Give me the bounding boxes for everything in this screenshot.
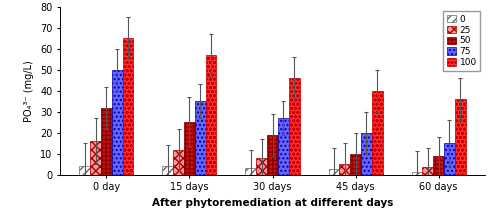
Bar — [278, 118, 288, 175]
Y-axis label: PO₄³⁻ (mg/L): PO₄³⁻ (mg/L) — [24, 60, 34, 122]
Bar — [256, 158, 267, 175]
Bar — [195, 101, 205, 175]
Bar — [288, 78, 300, 175]
Legend: 0, 25, 50, 75, 100: 0, 25, 50, 75, 100 — [444, 11, 480, 71]
Bar — [328, 170, 340, 175]
X-axis label: After phytoremediation at different days: After phytoremediation at different days — [152, 198, 393, 208]
Bar — [184, 122, 195, 175]
Bar — [112, 70, 122, 175]
Bar — [90, 141, 101, 175]
Bar — [267, 135, 278, 175]
Bar — [412, 172, 422, 175]
Bar — [101, 108, 112, 175]
Bar — [444, 143, 455, 175]
Bar — [455, 99, 466, 175]
Bar — [122, 38, 134, 175]
Bar — [173, 150, 184, 175]
Bar — [206, 55, 216, 175]
Bar — [422, 167, 434, 175]
Bar — [246, 168, 256, 175]
Bar — [350, 154, 361, 175]
Bar — [372, 91, 382, 175]
Bar — [340, 164, 350, 175]
Bar — [80, 166, 90, 175]
Bar — [162, 166, 173, 175]
Bar — [434, 156, 444, 175]
Bar — [361, 133, 372, 175]
